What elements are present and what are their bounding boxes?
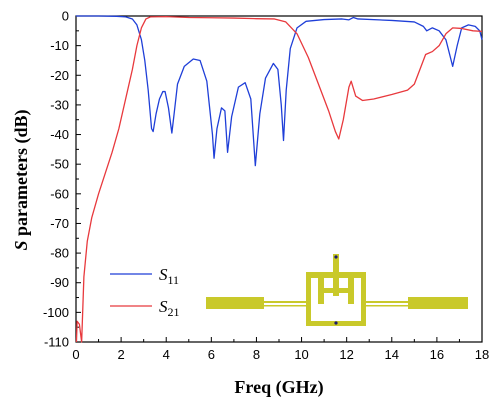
- via-bottom: [334, 321, 338, 325]
- x-tick-label: 16: [430, 347, 444, 362]
- y-axis-title: S parameters (dB): [11, 110, 32, 251]
- x-tick-label: 10: [294, 347, 308, 362]
- x-tick-label: 4: [163, 347, 170, 362]
- y-tick-label: -40: [50, 127, 69, 142]
- x-axis: 0 2 4 6 8 10 12 14 16 18: [72, 337, 489, 362]
- y-tick-label: -60: [50, 186, 69, 201]
- y-tick-label: -50: [50, 157, 69, 172]
- y-tick-label: -80: [50, 246, 69, 261]
- y-tick-label: -90: [50, 275, 69, 290]
- right-coupling-line: [366, 301, 408, 303]
- left-coupling-line-2: [264, 305, 306, 307]
- legend-label-s21: S21: [159, 297, 180, 319]
- x-tick-label: 18: [475, 347, 489, 362]
- y-tick-label: -70: [50, 216, 69, 231]
- x-tick-label: 8: [253, 347, 260, 362]
- y-tick-label: 0: [62, 9, 69, 24]
- x-tick-label: 12: [339, 347, 353, 362]
- legend: S11 S21: [110, 265, 180, 319]
- stub-base: [318, 288, 354, 293]
- stub-top: [318, 272, 354, 278]
- filter-layout-inset: [206, 254, 468, 326]
- y-tick-label: -110: [44, 335, 69, 350]
- y-tick-label: -30: [50, 97, 69, 112]
- legend-label-s11: S11: [159, 265, 179, 287]
- left-coupling-line: [264, 301, 306, 303]
- y-tick-label: -20: [50, 68, 69, 83]
- x-tick-label: 14: [385, 347, 399, 362]
- series-line-s21: [75, 15, 483, 343]
- x-tick-label: 2: [117, 347, 124, 362]
- right-coupling-line-2: [366, 305, 408, 307]
- right-port-line: [408, 297, 468, 309]
- x-tick-label: 6: [208, 347, 215, 362]
- resonator-ring: [306, 272, 366, 326]
- x-tick-label: 0: [72, 347, 79, 362]
- y-axis: 0 -10 -20 -30 -40 -50 -60 -70 -80 -90 -100 -110: [43, 9, 81, 350]
- y-tick-label: -10: [50, 38, 69, 53]
- series-line-s11: [76, 15, 483, 167]
- via-top: [334, 255, 338, 259]
- y-tick-label: -100: [43, 305, 69, 320]
- x-axis-title: Freq (GHz): [234, 377, 323, 398]
- series-layer: [75, 15, 483, 343]
- left-port-line: [206, 297, 264, 309]
